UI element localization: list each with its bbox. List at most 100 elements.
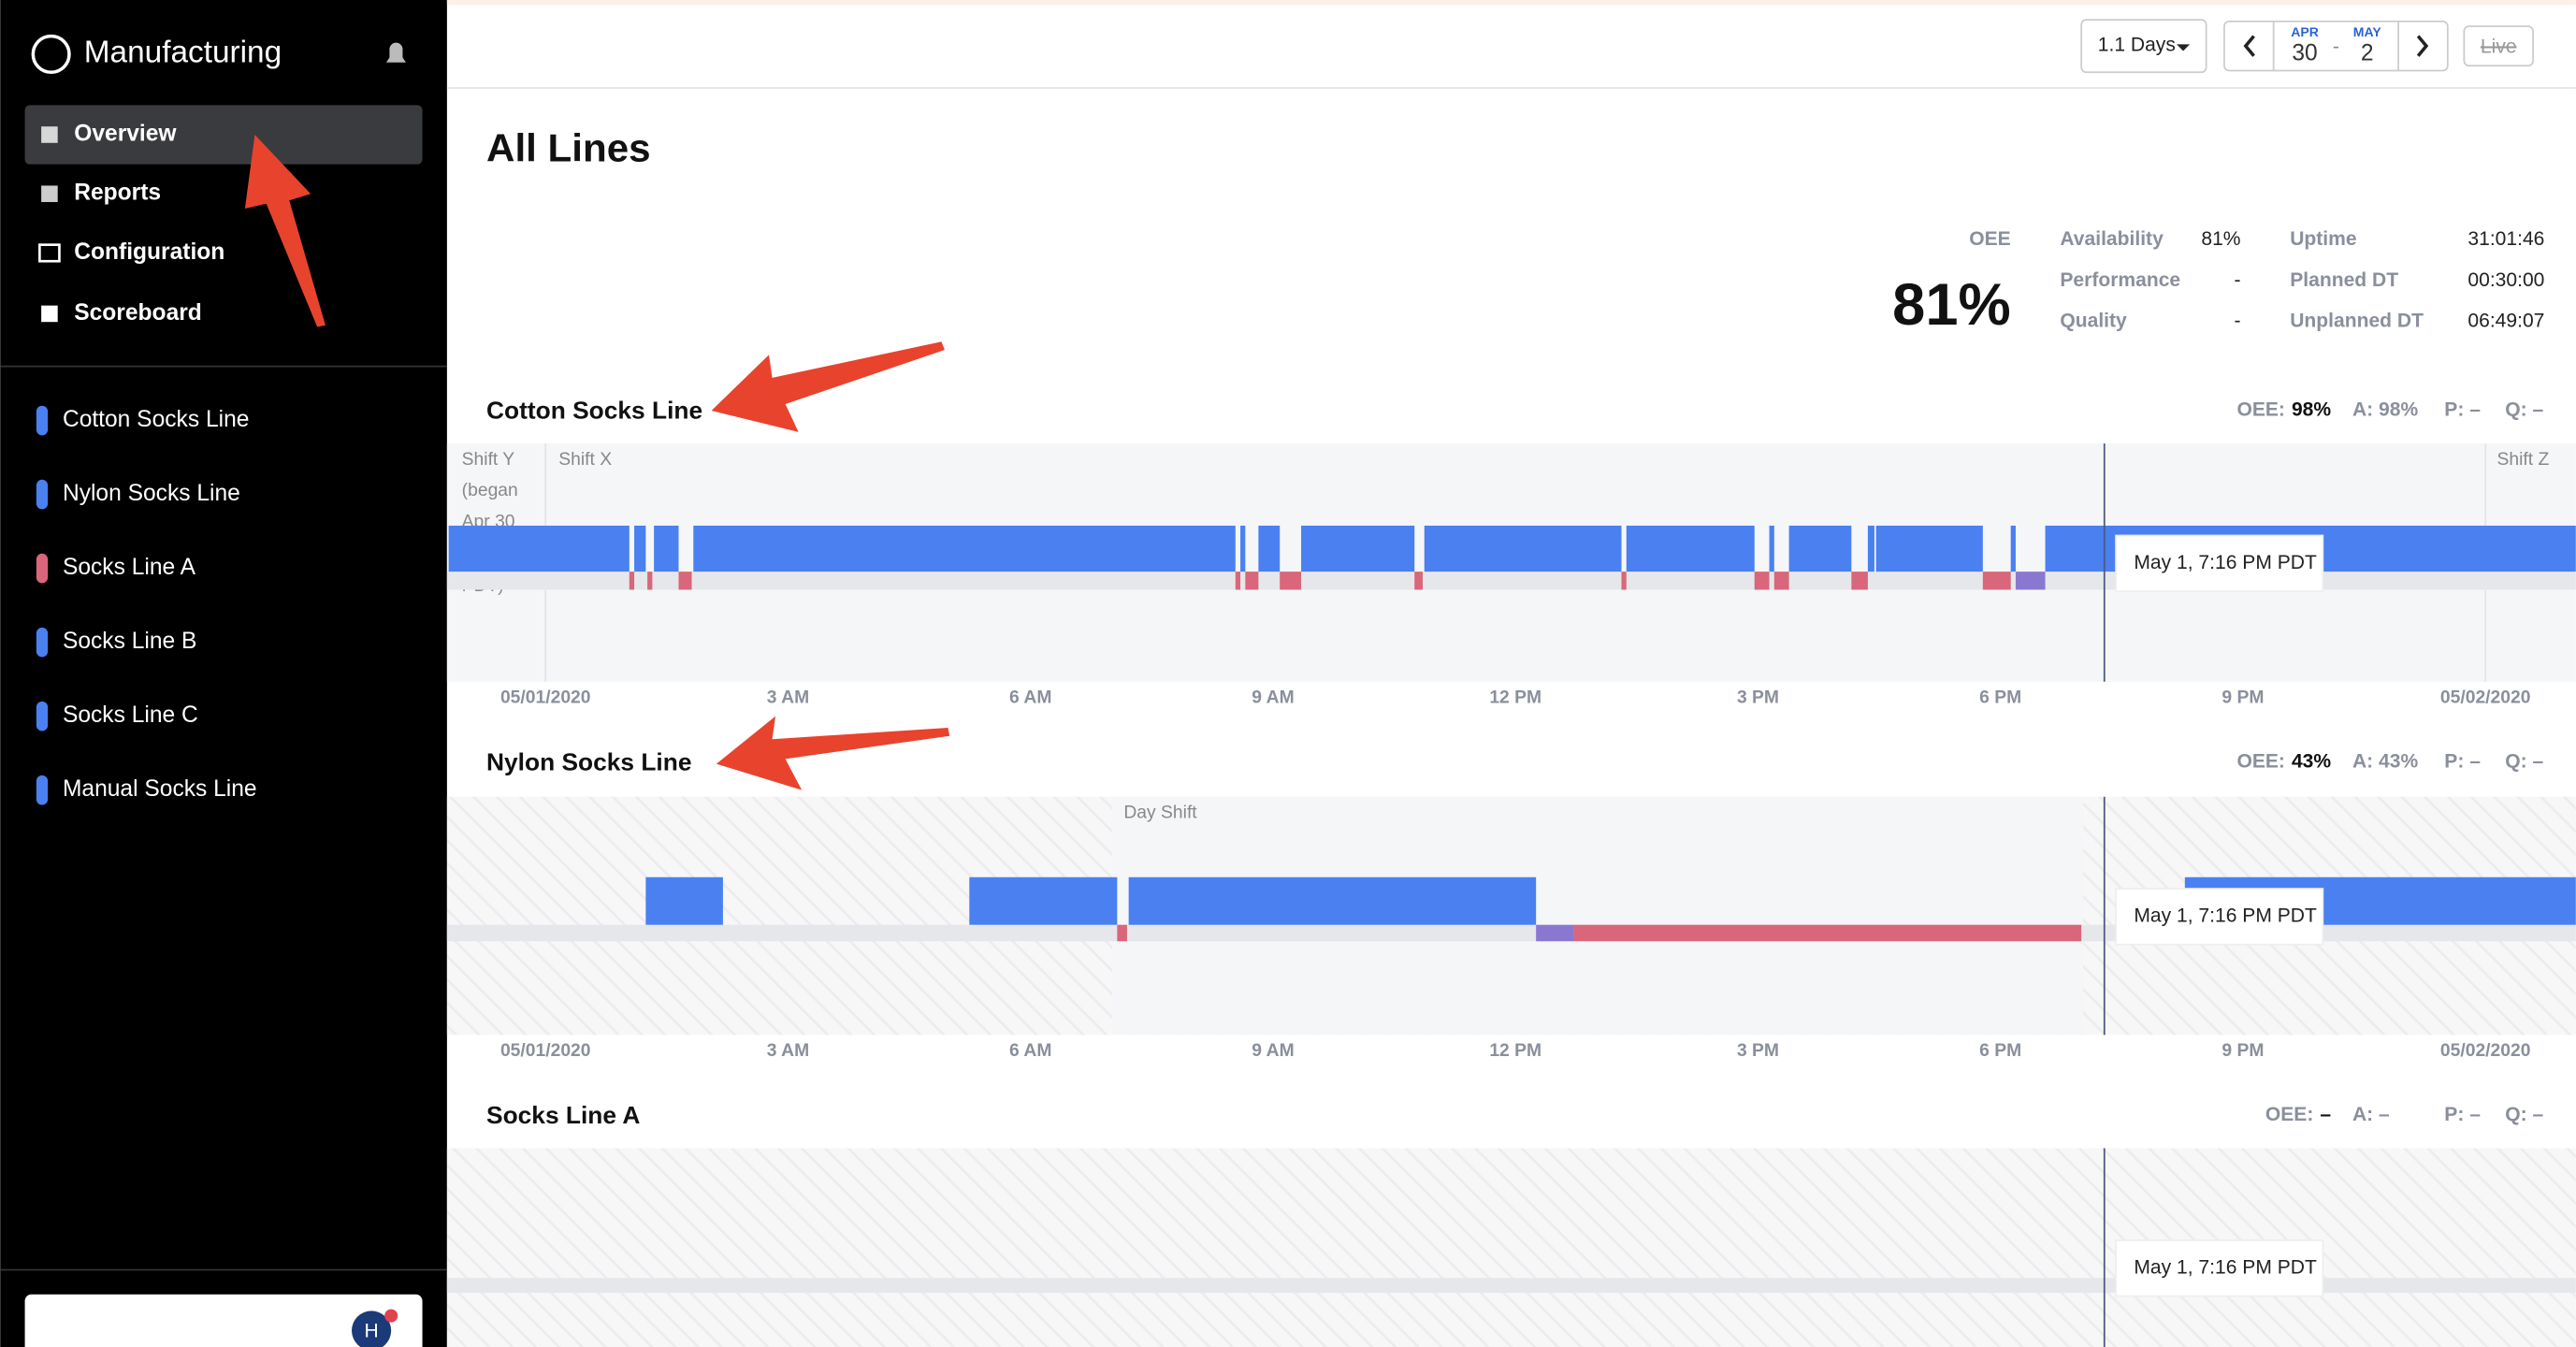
live-button[interactable]: [2463, 25, 2534, 67]
metric: P: –: [2444, 1104, 2481, 1125]
metric-value: 98%: [2292, 399, 2331, 421]
axis-label: 12 PM: [1489, 1041, 1541, 1061]
live-label: Live: [2481, 36, 2517, 57]
top-strip: [446, 0, 2576, 6]
shift-label: Day Shift: [1123, 803, 1197, 822]
axis-label: 3 PM: [1737, 688, 1779, 707]
axis-label: 05/01/2020: [500, 1041, 591, 1061]
metric: A: 43%: [2352, 750, 2419, 772]
metric: P: –: [2444, 750, 2481, 772]
logo: [31, 34, 71, 75]
nav-icons: [38, 126, 61, 323]
bell[interactable]: [385, 42, 406, 63]
metric: P: –: [2444, 399, 2481, 421]
annotation-arrows: [244, 135, 950, 790]
axis-label: 6 PM: [1979, 1041, 2021, 1061]
tooltip: May 1, 7:16 PM PDT: [2134, 905, 2317, 926]
shift-label: Shift X: [558, 450, 612, 470]
time-label: Planned DT: [2290, 269, 2398, 291]
line-list: Cotton Socks Line Nylon Socks Line Socks…: [36, 405, 257, 805]
footer-card: [24, 1294, 423, 1347]
metric-label: OEE:: [2265, 1104, 2314, 1125]
axis-label: 05/01/2020: [500, 688, 591, 707]
stat-label: Performance: [2060, 269, 2180, 291]
cotton-timeline: Shift Y (began Apr 30 PDT) Shift X Shift…: [446, 443, 2576, 682]
axis-label: 3 AM: [767, 688, 809, 707]
line-item[interactable]: Nylon Socks Line: [63, 481, 240, 506]
shift-label: (began: [462, 481, 518, 500]
time-value: 31:01:46: [2467, 228, 2544, 250]
axis-label: 9 AM: [1252, 1041, 1294, 1061]
date-arrows[interactable]: [2243, 35, 2429, 57]
caret: [2177, 44, 2191, 51]
nav-active[interactable]: [24, 105, 423, 165]
nav-item[interactable]: Configuration: [74, 239, 224, 265]
time-label: Unplanned DT: [2290, 311, 2424, 332]
range-label: 1.1 Days: [2098, 35, 2176, 56]
axis-label: 3 PM: [1737, 1041, 1779, 1061]
time-axis: 05/01/2020 3 AM 6 AM 9 AM 12 PM 3 PM 6 PM 9 PM 0…: [500, 688, 2531, 707]
stat-label: Availability: [2060, 228, 2164, 250]
to-month: MAY: [2353, 24, 2382, 39]
range-button[interactable]: [2080, 19, 2207, 74]
stat-value: -: [2235, 311, 2241, 332]
axis-label: 05/02/2020: [2440, 1041, 2531, 1061]
time-label: Uptime: [2290, 228, 2356, 250]
metric-label: OEE:: [2236, 750, 2285, 772]
line-title: Socks Line A: [486, 1101, 640, 1129]
time-value: 06:49:07: [2467, 311, 2544, 332]
time-value: 00:30:00: [2467, 269, 2544, 291]
from-day: 30: [2292, 40, 2317, 65]
line-title: Nylon Socks Line: [486, 748, 691, 776]
shift-label: Shift Z: [2496, 450, 2549, 470]
stat-value: -: [2235, 269, 2241, 291]
metric-value: 43%: [2292, 750, 2331, 772]
nylon-timeline: Day Shift May 1, 7:16 PM PDT: [446, 796, 2576, 1036]
metric: A: 98%: [2352, 399, 2419, 421]
line-item[interactable]: Socks Line C: [63, 702, 198, 728]
line-item[interactable]: Socks Line B: [63, 629, 196, 654]
oee-value: 81%: [1892, 272, 2010, 338]
tooltip: May 1, 7:16 PM PDT: [2134, 1256, 2317, 1278]
nav-item[interactable]: Scoreboard: [74, 300, 202, 326]
nav-item[interactable]: Reports: [74, 181, 161, 206]
sidebar: [0, 0, 447, 1347]
shift-label: Shift Y: [462, 450, 515, 470]
avatar[interactable]: [352, 1311, 392, 1347]
metric-label: OEE:: [2236, 399, 2285, 421]
stats: Availability 81% Performance - Quality -…: [2060, 228, 2544, 332]
axis-label: 6 AM: [1009, 688, 1051, 707]
axis-label: 3 AM: [767, 1041, 809, 1061]
metric: Q: –: [2505, 1104, 2543, 1125]
tooltip: May 1, 7:16 PM PDT: [2134, 552, 2317, 573]
axis-label: 05/02/2020: [2440, 688, 2531, 707]
stat-label: Quality: [2060, 311, 2127, 332]
nav-item[interactable]: Overview: [74, 121, 177, 146]
axis-label: 12 PM: [1489, 688, 1541, 707]
metric: Q: –: [2505, 399, 2543, 421]
line-item[interactable]: Cotton Socks Line: [63, 407, 249, 432]
axis-label: 9 AM: [1252, 688, 1294, 707]
badge: [384, 1309, 398, 1323]
oee-label: OEE: [1969, 228, 2010, 250]
app-title: Manufacturing: [84, 36, 282, 70]
line-a-timeline: May 1, 7:16 PM PDT: [446, 1148, 2576, 1347]
axis-label: 6 AM: [1009, 1041, 1051, 1061]
avatar-initial: H: [364, 1321, 378, 1342]
to-day: 2: [2361, 40, 2374, 65]
line-headers: Cotton Socks Line 98% OEE: A: 98% P: – Q: – Ny…: [486, 397, 2543, 1129]
axis-label: 9 PM: [2221, 1041, 2264, 1061]
date-separator: -: [2333, 36, 2339, 57]
line-item[interactable]: Socks Line A: [63, 555, 196, 580]
line-item[interactable]: Manual Socks Line: [63, 776, 257, 802]
metric-value: –: [2320, 1104, 2331, 1125]
line-title: Cotton Socks Line: [486, 397, 702, 425]
time-axis: 05/01/2020 3 AM 6 AM 9 AM 12 PM 3 PM 6 PM 9 PM 0…: [500, 1041, 2531, 1061]
axis-label: 6 PM: [1979, 688, 2021, 707]
metric: A: –: [2352, 1104, 2390, 1125]
from-month: APR: [2291, 24, 2319, 39]
page-title: All Lines: [486, 126, 651, 170]
stat-value: 81%: [2201, 228, 2240, 250]
